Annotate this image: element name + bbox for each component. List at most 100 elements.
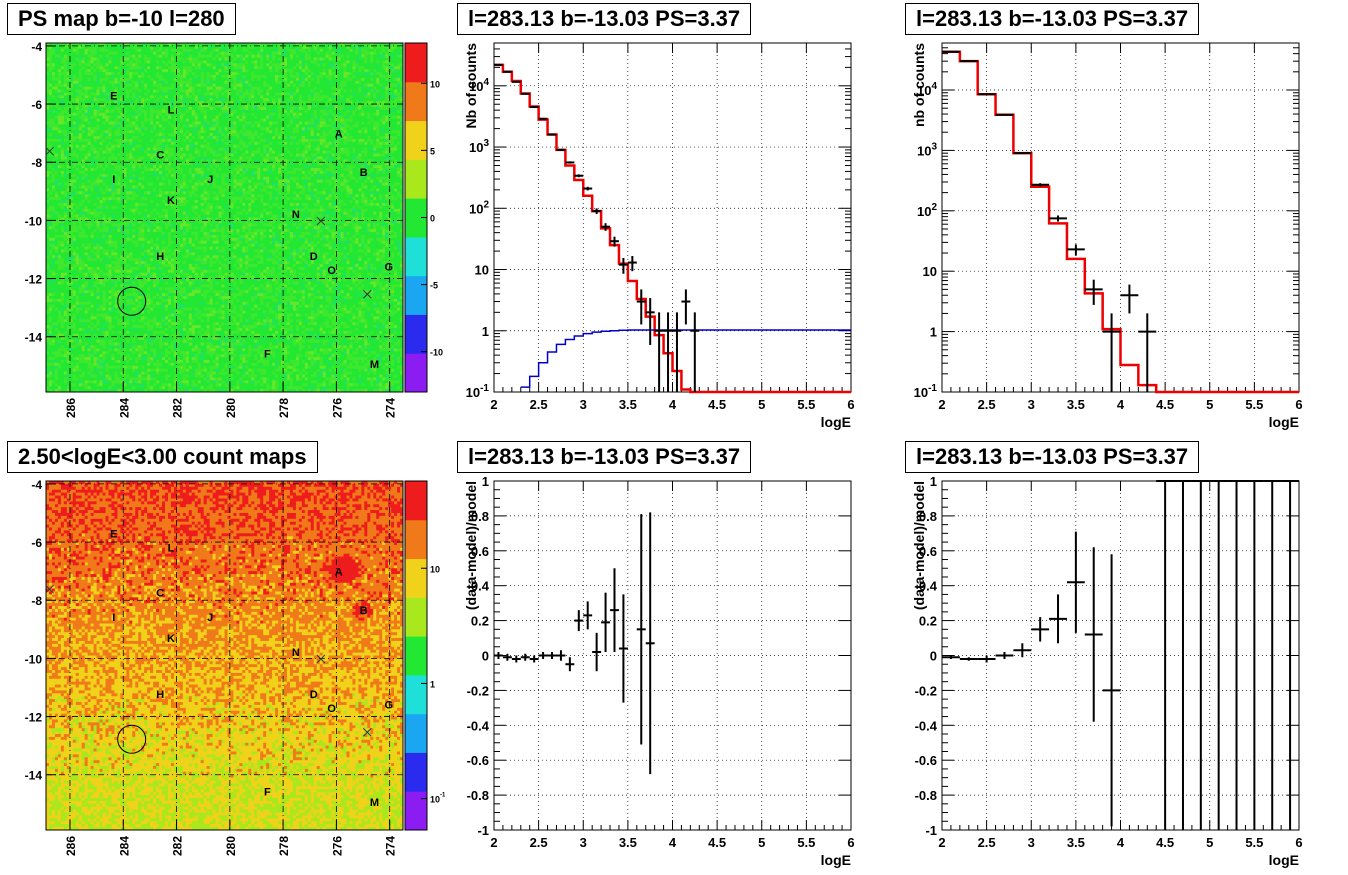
colorbar-tick-label: 5: [430, 146, 435, 156]
residual-point: [995, 652, 1014, 659]
y-tick-label: -0.6: [915, 753, 937, 768]
source-label-i: I: [112, 174, 115, 186]
y-tick-label: -12: [25, 711, 43, 725]
y-tick-label: 10: [923, 264, 937, 279]
residual-point: [494, 652, 503, 659]
source-label-k: K: [167, 633, 175, 645]
data-point: [995, 113, 1014, 116]
cross-marker: [362, 289, 372, 299]
data-point: [627, 256, 637, 272]
source-label-i: I: [112, 612, 115, 624]
y-tick-label: -6: [31, 98, 42, 112]
x-tick-label: 278: [277, 836, 291, 856]
x-tick-label: 3: [1028, 835, 1035, 850]
source-label-a: A: [335, 567, 343, 579]
x-tick-label: 282: [171, 398, 185, 418]
y-tick-label: -10: [25, 214, 43, 228]
residual-point: [1227, 480, 1246, 830]
y-tick-label: -0.8: [467, 788, 489, 803]
residual-point: [1245, 480, 1264, 830]
x-tick-label: 4: [669, 397, 677, 412]
y-tick-label: -14: [25, 769, 43, 783]
residual-point: [1263, 480, 1282, 830]
data-point: [1013, 152, 1032, 155]
x-tick-label: 280: [224, 836, 238, 856]
candidate-circle: [117, 286, 147, 316]
y-axis-label: (data-model)/model: [463, 481, 479, 610]
data-point: [672, 312, 682, 392]
y-axis-label: Nb of counts: [463, 43, 479, 129]
x-tick-label: 276: [330, 836, 344, 856]
data-point: [636, 289, 646, 325]
x-tick-label: 3.5: [1067, 397, 1085, 412]
residual-point: [1209, 480, 1228, 830]
y-tick-label: 0.6: [471, 544, 489, 559]
y-tick-label: -8: [31, 156, 42, 170]
x-tick-label: 276: [330, 398, 344, 418]
source-label-g: G: [384, 699, 393, 711]
x-tick-label: 6: [847, 397, 854, 412]
cross-marker: [316, 654, 326, 664]
y-tick-label: -6: [31, 536, 42, 550]
y-tick-label: -0.8: [915, 788, 937, 803]
x-tick-label: 2.5: [978, 397, 996, 412]
map-frame: [45, 480, 404, 831]
y-tick-label: 1: [930, 474, 937, 489]
residual-point: [1174, 480, 1192, 830]
residual-2-title: l=283.13 b=-13.03 PS=3.37: [905, 441, 1200, 473]
x-tick-label: 2.5: [530, 835, 548, 850]
x-tick-label: 2: [938, 397, 945, 412]
residual-point: [502, 653, 512, 661]
data-point: [1049, 215, 1067, 222]
data-point: [610, 236, 619, 247]
cross-marker: [45, 584, 54, 594]
y-tick-label: -0.2: [915, 683, 937, 698]
x-tick-label: 5: [1206, 835, 1213, 850]
residual-point: [511, 655, 521, 663]
y-tick-label: -8: [31, 594, 42, 608]
x-tick-label: 2.5: [530, 397, 548, 412]
x-tick-label: 278: [277, 398, 291, 418]
residual-point: [1066, 531, 1085, 633]
source-label-j: J: [207, 174, 213, 186]
residual-point: [556, 650, 566, 661]
colorbar-tick-label: 0: [430, 214, 435, 224]
residual-point: [636, 514, 646, 745]
residual-point: [520, 653, 530, 661]
colorbar-tick-label: -10: [430, 348, 443, 358]
residual-point: [942, 655, 960, 659]
chart-panel-1: Nb of counts: [463, 42, 852, 394]
x-tick-label: 2.5: [978, 835, 996, 850]
colorbar-tick-label: 1: [430, 679, 435, 689]
x-tick-label: 274: [384, 836, 398, 856]
source-label-f: F: [264, 349, 271, 361]
data-point: [1084, 279, 1103, 305]
cross-marker: [45, 146, 54, 156]
y-tick-label: -14: [25, 331, 43, 345]
chart-panel-5: (data-model)/model: [911, 480, 1300, 831]
source-label-b: B: [360, 167, 368, 179]
data-point: [654, 312, 664, 392]
x-tick-label: 3.5: [619, 835, 637, 850]
residual-point: [601, 592, 611, 653]
y-tick-label: 0.8: [471, 509, 489, 524]
y-tick-label: 102: [469, 199, 489, 216]
data-point: [1066, 244, 1085, 256]
x-tick-label: 274: [384, 398, 398, 418]
source-label-c: C: [156, 588, 164, 600]
x-tick-label: 3: [1028, 397, 1035, 412]
x-tick-label: 5.5: [797, 835, 815, 850]
residual-point: [1049, 594, 1067, 644]
x-tick-label: 6: [847, 835, 854, 850]
residual-point: [977, 655, 996, 663]
x-tick-label: 4.5: [1156, 835, 1174, 850]
source-label-m: M: [370, 359, 379, 371]
efficiency-histogram: [520, 329, 851, 388]
y-tick-label: 103: [469, 138, 489, 155]
y-axis-label: nb of counts: [911, 43, 927, 127]
data-point: [1031, 183, 1050, 187]
y-tick-label: -0.2: [467, 683, 489, 698]
y-tick-label: 103: [917, 141, 937, 158]
chart-panel-2: nb of counts: [911, 42, 1300, 394]
colorbar-tick-label: 10: [430, 564, 440, 574]
